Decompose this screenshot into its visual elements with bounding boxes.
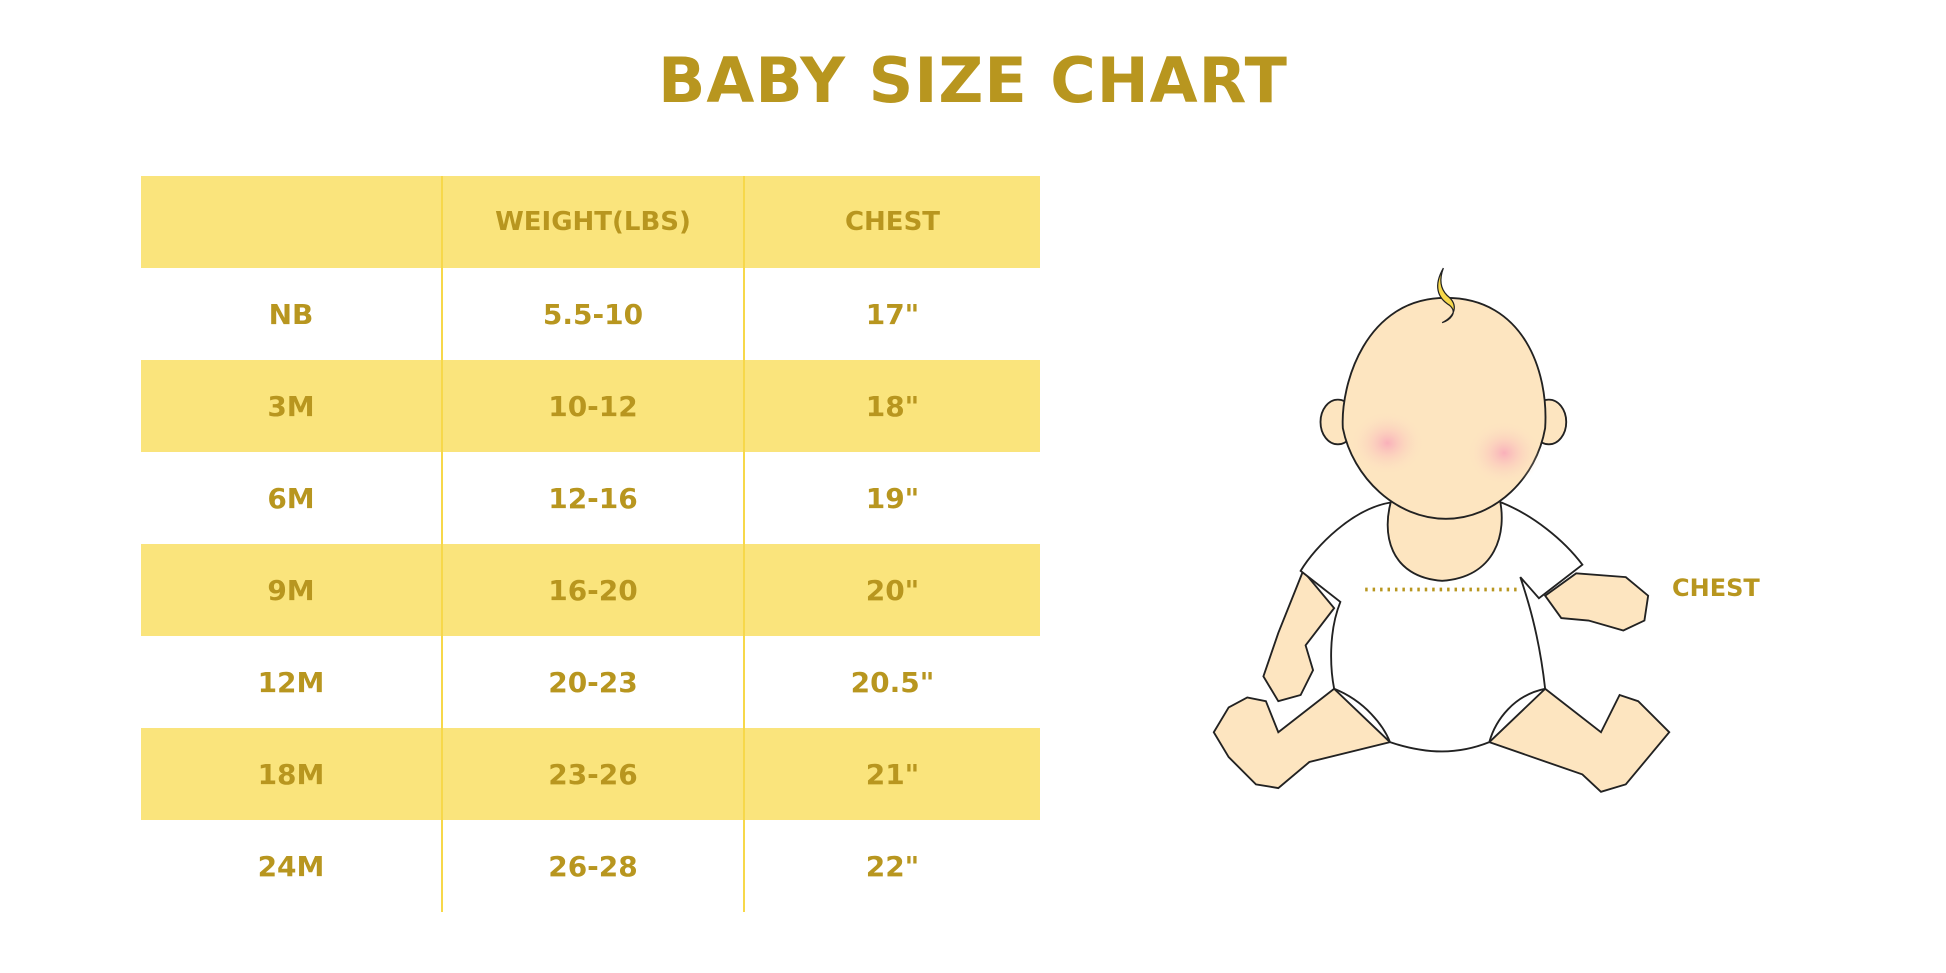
size-cell: 3M [141,360,443,452]
weight-cell: 12-16 [442,452,745,544]
chest-cell: 22" [865,849,920,883]
size-cell: 18M [141,728,443,820]
weight-cell: 16-20 [442,544,745,636]
right-cheek [1466,420,1542,486]
chest-cell: 18" [865,389,920,423]
weight-cell: 10-12 [442,360,745,452]
size-cell: 24M [141,820,443,912]
page-title: BABY SIZE CHART [658,44,1288,117]
chest-cell: 20" [865,573,920,607]
chest-label: CHEST [1672,574,1760,602]
weight-cell: 26-28 [442,820,745,912]
table-row: NB 5.5-10 17" [141,268,1040,360]
right-leg [1487,687,1671,793]
chest-cell: 21" [865,757,920,791]
table-row: 3M 10-12 18" [141,360,1040,452]
table-row: 12M 20-23 20.5" [141,636,1040,728]
chest-cell: 17" [865,297,920,331]
right-arm [1543,572,1650,632]
size-cell: NB [141,268,443,360]
weight-cell: 23-26 [442,728,745,820]
table-row: 24M 26-28 22" [141,820,1040,912]
header-size [141,176,443,268]
header-weight: WEIGHT(LBS) [442,176,745,268]
chest-cell: 19" [865,481,920,515]
chest-cell: 20.5" [850,665,935,699]
size-cell: 6M [141,452,443,544]
left-arm [1262,569,1336,703]
head [1341,296,1547,520]
table-row: 9M 16-20 20" [141,544,1040,636]
hair-curl [1437,267,1455,324]
weight-cell: 20-23 [442,636,745,728]
table-header-row: WEIGHT(LBS) CHEST [141,176,1040,268]
left-cheek [1350,410,1425,476]
size-cell: 9M [141,544,443,636]
table-row: 18M 23-26 21" [141,728,1040,820]
onesie [1299,501,1584,753]
header-chest: CHEST [844,207,941,237]
size-cell: 12M [141,636,443,728]
left-leg [1212,687,1392,790]
weight-cell: 5.5-10 [442,268,745,360]
table-row: 6M 12-16 19" [141,452,1040,544]
size-chart-table: WEIGHT(LBS) CHEST NB 5.5-10 17" 3M 10-12 18"… [141,176,1040,912]
neck [1386,495,1503,582]
